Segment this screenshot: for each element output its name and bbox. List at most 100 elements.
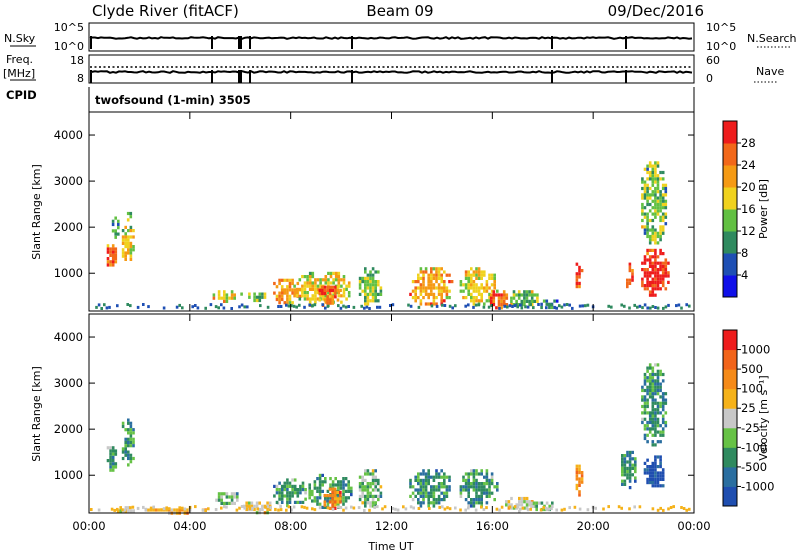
power-cell — [631, 272, 634, 276]
velocity-cell — [283, 488, 287, 492]
power-ground-cell — [503, 304, 506, 308]
power-cell — [311, 297, 315, 301]
velocity-cell — [328, 506, 332, 510]
power-cell — [667, 274, 670, 278]
velocity-cell — [364, 498, 367, 502]
nsky-strip: N.Sky 10^5 10^0 10^5 10^0 N.Search — [4, 21, 797, 53]
velocity-cell — [646, 379, 649, 383]
velocity-cell — [651, 474, 655, 478]
power-cell — [326, 285, 329, 289]
power-cell — [641, 186, 644, 191]
velocity-cell — [293, 488, 297, 492]
velocity-ground-cell — [446, 506, 449, 510]
power-cell — [475, 283, 478, 287]
power-cell — [575, 275, 579, 279]
power-cell — [111, 257, 115, 261]
power-cell — [316, 291, 320, 295]
power-cell — [654, 268, 657, 272]
colorbar-swatch — [723, 349, 737, 370]
velocity-cell — [308, 496, 311, 500]
power-cell — [651, 228, 655, 232]
power-ground-cell — [558, 304, 561, 308]
power-cell — [659, 268, 662, 272]
velocity-cell — [646, 376, 649, 380]
power-cell — [659, 209, 662, 213]
velocity-cell — [127, 428, 130, 432]
velocity-cell — [337, 480, 340, 484]
velocity-cell — [470, 504, 473, 508]
velocity-cell — [323, 494, 327, 498]
colorbar-swatch — [723, 369, 737, 390]
power-cell — [643, 186, 647, 191]
x-tick-label: 20:00 — [577, 519, 610, 533]
power-cell — [540, 305, 543, 310]
velocity-cell — [462, 478, 465, 482]
power-cell — [520, 299, 524, 303]
power-cell — [659, 206, 662, 210]
power-cell — [345, 284, 348, 288]
power-cell — [288, 281, 292, 286]
power-cell — [651, 164, 655, 168]
velocity-cell — [374, 482, 377, 486]
power-cell — [306, 275, 309, 279]
power-cell — [490, 276, 494, 280]
velocity-cell — [278, 494, 281, 498]
velocity-cell — [129, 440, 133, 445]
power-cell — [661, 177, 665, 181]
power-cell — [646, 274, 649, 278]
power-ground-cell — [529, 303, 532, 307]
velocity-ground-cell — [563, 507, 566, 511]
velocity-cell — [417, 478, 420, 482]
power-cell — [258, 295, 262, 299]
velocity-cell — [296, 491, 300, 495]
velocity-ground-cell — [121, 508, 124, 512]
power-cell — [437, 267, 441, 271]
power-cell — [324, 281, 328, 285]
power-cell — [419, 276, 423, 280]
velocity-cell — [329, 477, 332, 481]
power-cell — [111, 229, 115, 233]
velocity-cell — [417, 501, 420, 505]
velocity-cell — [470, 501, 473, 505]
velocity-cell — [337, 486, 340, 490]
power-cell — [261, 295, 264, 299]
power-cell — [477, 292, 481, 296]
power-cell — [377, 299, 380, 303]
velocity-ground-cell — [344, 506, 348, 510]
power-cell — [643, 255, 647, 259]
velocity-cell — [329, 496, 332, 500]
velocity-cell — [220, 495, 223, 499]
power-cell — [314, 297, 317, 301]
velocity-cell — [127, 456, 130, 461]
power-cell — [480, 270, 483, 274]
velocity-cell — [656, 376, 660, 380]
velocity-cell — [623, 457, 627, 461]
velocity-cell — [331, 494, 334, 498]
velocity-ground-cell — [480, 505, 483, 509]
velocity-cell — [430, 485, 433, 489]
velocity-ground-cell — [207, 507, 210, 511]
velocity-cell — [643, 372, 647, 377]
velocity-cell — [379, 491, 383, 495]
velocity-cell — [361, 485, 364, 489]
velocity-cell — [225, 501, 229, 505]
velocity-cell — [648, 417, 652, 421]
velocity-cell — [318, 473, 322, 477]
power-cell — [366, 273, 370, 277]
power-cell — [472, 299, 476, 303]
velocity-cell — [518, 503, 521, 507]
velocity-cell — [488, 494, 491, 498]
velocity-cell — [371, 498, 375, 502]
power-cell — [339, 288, 342, 292]
power-ground-cell — [204, 306, 207, 310]
power-cell — [129, 229, 133, 233]
velocity-cell — [654, 465, 657, 469]
velocity-ground-cell — [178, 506, 181, 510]
velocity-ground-cell — [656, 508, 660, 512]
velocity-ground-cell — [516, 505, 519, 509]
velocity-cell — [656, 420, 660, 425]
power-cell — [337, 271, 341, 275]
power-cell — [364, 283, 367, 287]
power-ground-cell — [220, 303, 223, 307]
velocity-cell — [448, 475, 451, 479]
